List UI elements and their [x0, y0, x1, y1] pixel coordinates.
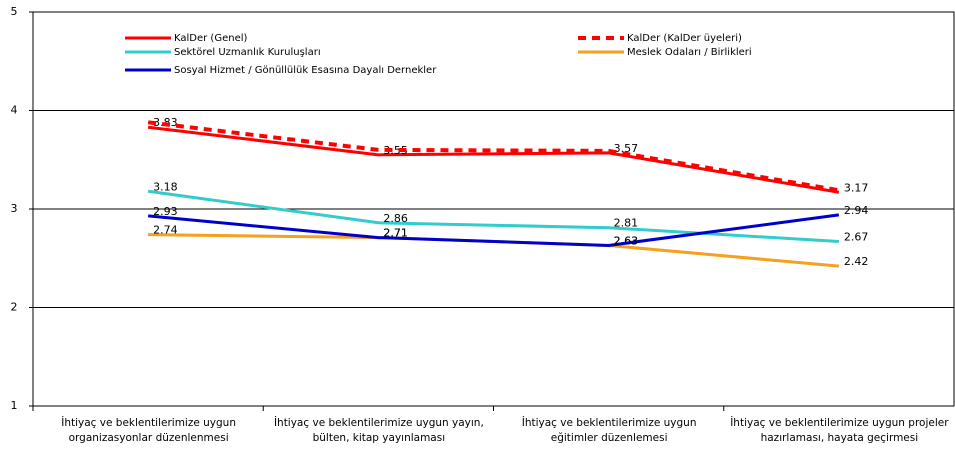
data-label: 2.67 — [844, 231, 869, 244]
series-line — [147, 189, 839, 244]
data-label: 2.93 — [153, 205, 178, 218]
data-label: 2.42 — [844, 255, 869, 268]
legend-label: Sosyal Hizmet / Gönüllülük Esasına Dayal… — [174, 65, 437, 76]
legend-label: KalDer (Genel) — [174, 33, 248, 44]
series-line — [147, 125, 840, 194]
legend-label: Meslek Odaları / Birlikleri — [627, 47, 752, 58]
data-label: 2.71 — [383, 227, 408, 240]
data-label: 3.18 — [153, 180, 178, 193]
y-tick-label: 2 — [11, 301, 18, 314]
x-tick-label: İhtiyaç ve beklentilerimize uygun eğitim… — [521, 417, 697, 444]
series-line — [148, 233, 840, 268]
data-label: 2.94 — [844, 204, 869, 217]
x-tick-label: İhtiyaç ve beklentilerimize uygun yayın,… — [273, 417, 484, 444]
data-label: 2.63 — [614, 234, 639, 247]
legend-label: Sektörel Uzmanlık Kuruluşları — [174, 47, 321, 58]
x-tick-label: İhtiyaç ve beklentilerimize uygun organi… — [61, 417, 236, 444]
legend-label: KalDer (KalDer üyeleri) — [627, 33, 742, 44]
data-label: 2.81 — [614, 217, 639, 230]
y-tick-label: 5 — [11, 5, 18, 18]
series-line — [147, 120, 840, 193]
data-label: 3.17 — [844, 181, 869, 194]
data-label: 2.71 — [383, 227, 408, 240]
x-tick-label: İhtiyaç ve beklentilerimize uygun projel… — [730, 417, 949, 444]
y-tick-label: 1 — [11, 399, 18, 412]
data-label: 2.86 — [383, 212, 408, 225]
y-tick-label: 4 — [11, 104, 18, 117]
y-tick-label: 3 — [11, 202, 18, 215]
data-label: 2.74 — [153, 224, 178, 237]
data-label: 3.57 — [614, 142, 639, 155]
data-label: 3.55 — [383, 144, 408, 157]
series-line — [147, 213, 840, 247]
